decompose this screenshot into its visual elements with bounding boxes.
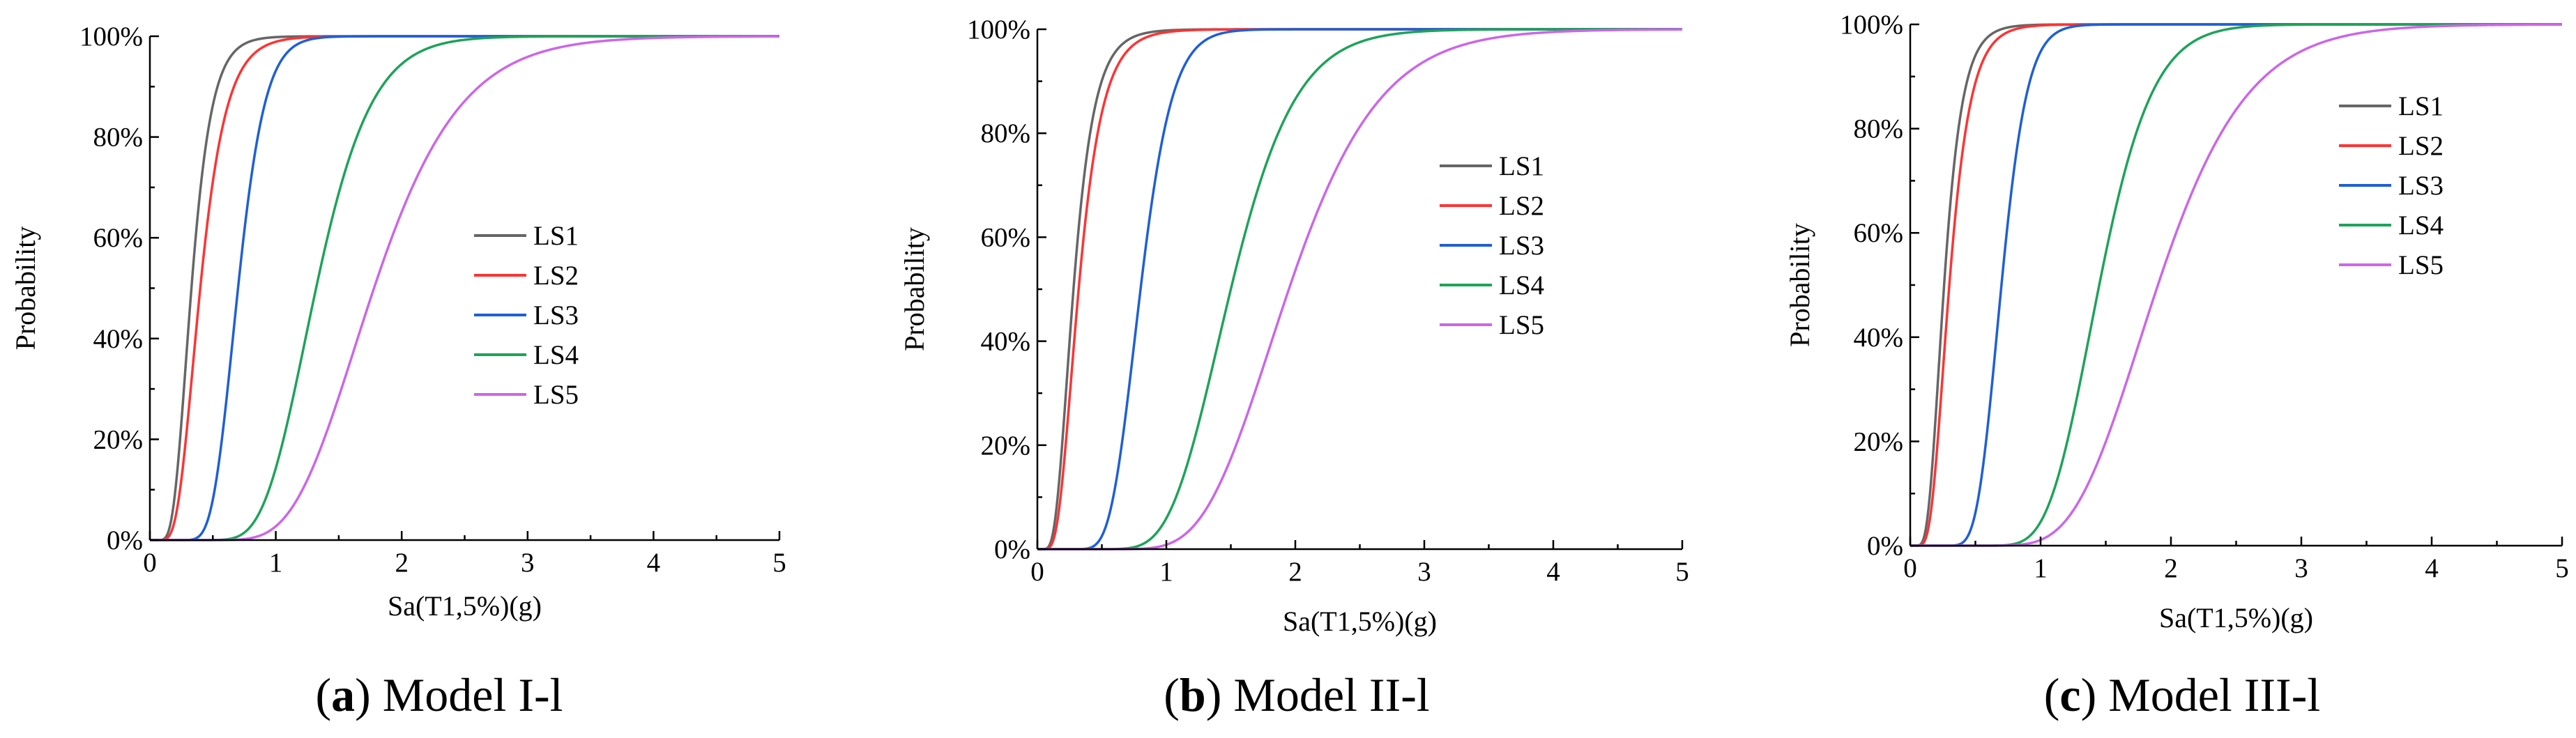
series-line-ls5	[150, 35, 779, 541]
series-line-ls1	[1910, 23, 2562, 547]
legend: LS1 LS2 LS3 LS4 LS5	[474, 221, 579, 410]
y-axis-title: Probability	[10, 226, 41, 351]
legend-label-ls5: LS5	[533, 380, 579, 410]
x-axis-title: Sa(T1,5%)(g)	[2159, 602, 2313, 633]
series-line-ls3	[1037, 28, 1682, 551]
legend-label-ls4: LS4	[533, 340, 579, 370]
legend-label-ls2: LS2	[533, 261, 579, 291]
y-tick-label: 0%	[107, 525, 143, 555]
series-line-ls4	[150, 35, 779, 541]
panel-caption: (c) Model III-l	[2044, 668, 2321, 721]
y-tick-label: 40%	[93, 324, 144, 354]
x-tick-label: 5	[772, 548, 786, 578]
panel-a: 0 1 2 3 4 5 0% 20% 40% 60% 80% 100% Sa(T1,5%)(g) Prob…	[10, 22, 786, 721]
x-tick-label: 3	[2294, 553, 2308, 583]
y-tick-label: 60%	[981, 222, 1031, 252]
legend: LS1 LS2 LS3 LS4 LS5	[1440, 151, 1544, 340]
x-tick-label: 4	[647, 548, 661, 578]
legend-label-ls1: LS1	[2398, 91, 2444, 121]
x-tick-label: 5	[2555, 553, 2569, 583]
x-tick-label: 0	[1030, 557, 1044, 587]
x-tick-label: 4	[1546, 557, 1560, 587]
y-tick-label: 40%	[981, 327, 1031, 357]
y-tick-label: 80%	[1854, 114, 1904, 144]
legend-label-ls2: LS2	[2398, 131, 2444, 161]
series-line-ls5	[1910, 23, 2562, 547]
legend-label-ls1: LS1	[533, 221, 579, 251]
series-line-ls4	[1037, 28, 1682, 551]
y-tick-label: 60%	[93, 223, 144, 253]
caption-paren-close: )	[355, 668, 371, 721]
x-tick-label: 3	[1417, 557, 1431, 587]
caption-letter: a	[331, 668, 355, 721]
x-tick-label: 5	[1675, 557, 1689, 587]
y-tick-label: 100%	[79, 22, 143, 52]
legend-label-ls2: LS2	[1499, 191, 1544, 221]
y-tick-label: 0%	[994, 535, 1030, 564]
panel-caption: (a) Model I-l	[315, 668, 563, 721]
x-tick-label: 1	[1159, 557, 1173, 587]
y-tick-label: 40%	[1854, 323, 1904, 353]
x-tick-label: 4	[2425, 553, 2439, 583]
series-line-ls4	[1910, 23, 2562, 547]
panel-b: 0 1 2 3 4 5 0% 20% 40% 60% 80% 100% Sa(T1,5%)(g) Prob…	[899, 15, 1689, 721]
caption-title: Model III-l	[2096, 668, 2320, 721]
x-tick-label: 0	[1903, 553, 1917, 583]
x-tick-label: 3	[521, 548, 535, 578]
y-axis-title: Probability	[899, 227, 930, 351]
y-tick-label: 60%	[1854, 218, 1904, 248]
caption-title: Model I-l	[371, 668, 563, 721]
y-tick-label: 100%	[1840, 10, 1903, 40]
legend-label-ls5: LS5	[2398, 250, 2444, 280]
x-tick-label: 2	[2164, 553, 2178, 583]
caption-paren-open: (	[315, 668, 331, 721]
series-line-ls2	[1910, 23, 2562, 547]
x-tick-label: 1	[2034, 553, 2048, 583]
legend-label-ls3: LS3	[533, 300, 579, 330]
caption-paren-open: (	[2044, 668, 2060, 721]
x-tick-label: 0	[143, 548, 157, 578]
x-tick-label: 2	[395, 548, 409, 578]
panel-caption: (b) Model II-l	[1164, 668, 1430, 721]
y-tick-label: 20%	[93, 424, 144, 454]
legend-label-ls3: LS3	[1499, 231, 1544, 261]
series-line-ls3	[1910, 23, 2562, 547]
series-line-ls5	[1037, 28, 1683, 551]
series-line-ls3	[150, 35, 779, 541]
x-axis-title: Sa(T1,5%)(g)	[1283, 606, 1437, 637]
series-line-ls1	[150, 35, 779, 541]
caption-paren-close: )	[1206, 668, 1222, 721]
legend-label-ls3: LS3	[2398, 171, 2444, 201]
series-line-ls2	[1037, 28, 1682, 551]
legend: LS1 LS2 LS3 LS4 LS5	[2339, 91, 2444, 280]
legend-label-ls4: LS4	[1499, 270, 1544, 300]
y-tick-label: 20%	[1854, 426, 1904, 456]
caption-paren-open: (	[1164, 668, 1180, 721]
caption-letter: c	[2059, 668, 2080, 721]
y-tick-label: 100%	[967, 15, 1030, 45]
legend-label-ls4: LS4	[2398, 210, 2444, 240]
y-tick-label: 80%	[93, 123, 144, 153]
panel-c: 0 1 2 3 4 5 0% 20% 40% 60% 80% 100% Sa(T1,5%)(g) Prob…	[1784, 10, 2569, 721]
y-tick-label: 80%	[981, 118, 1031, 148]
y-tick-label: 20%	[981, 431, 1031, 461]
series-line-ls2	[150, 35, 779, 541]
y-axis-title: Probability	[1784, 223, 1815, 347]
caption-title: Model II-l	[1221, 668, 1429, 721]
series-line-ls1	[1037, 28, 1682, 551]
legend-label-ls1: LS1	[1499, 151, 1544, 181]
legend-label-ls5: LS5	[1499, 310, 1544, 340]
x-axis-title: Sa(T1,5%)(g)	[388, 590, 542, 622]
x-tick-label: 2	[1288, 557, 1302, 587]
caption-paren-close: )	[2081, 668, 2097, 721]
y-tick-label: 0%	[1867, 531, 1903, 561]
x-tick-label: 1	[269, 548, 283, 578]
caption-letter: b	[1180, 668, 1206, 721]
